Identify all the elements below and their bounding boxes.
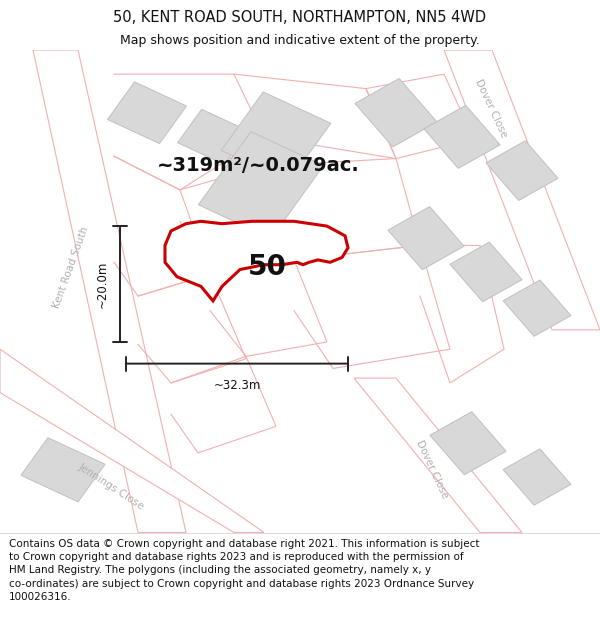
Polygon shape: [165, 221, 348, 301]
Text: 50: 50: [248, 253, 286, 281]
Polygon shape: [444, 50, 600, 330]
Polygon shape: [21, 438, 105, 502]
Text: 50, KENT ROAD SOUTH, NORTHAMPTON, NN5 4WD: 50, KENT ROAD SOUTH, NORTHAMPTON, NN5 4W…: [113, 10, 487, 25]
Polygon shape: [486, 141, 558, 201]
Polygon shape: [199, 132, 323, 239]
Polygon shape: [221, 92, 331, 182]
Text: Kent Road South: Kent Road South: [52, 225, 90, 309]
Polygon shape: [503, 449, 571, 505]
Text: Contains OS data © Crown copyright and database right 2021. This information is : Contains OS data © Crown copyright and d…: [9, 539, 479, 602]
Polygon shape: [424, 106, 500, 168]
Polygon shape: [354, 378, 522, 532]
Polygon shape: [107, 82, 187, 144]
Text: Dover Close: Dover Close: [414, 439, 450, 501]
Polygon shape: [178, 109, 248, 164]
Polygon shape: [33, 50, 186, 532]
Text: ~32.3m: ~32.3m: [214, 379, 260, 392]
Text: Map shows position and indicative extent of the property.: Map shows position and indicative extent…: [120, 34, 480, 47]
Polygon shape: [450, 242, 522, 302]
Text: ~20.0m: ~20.0m: [96, 261, 109, 308]
Polygon shape: [388, 207, 464, 270]
Polygon shape: [503, 280, 571, 336]
Text: Jennings Close: Jennings Close: [76, 462, 146, 512]
Text: Dover Close: Dover Close: [473, 77, 509, 139]
Polygon shape: [355, 79, 437, 147]
Polygon shape: [0, 349, 264, 532]
Polygon shape: [430, 412, 506, 475]
Text: ~319m²/~0.079ac.: ~319m²/~0.079ac.: [157, 156, 359, 175]
